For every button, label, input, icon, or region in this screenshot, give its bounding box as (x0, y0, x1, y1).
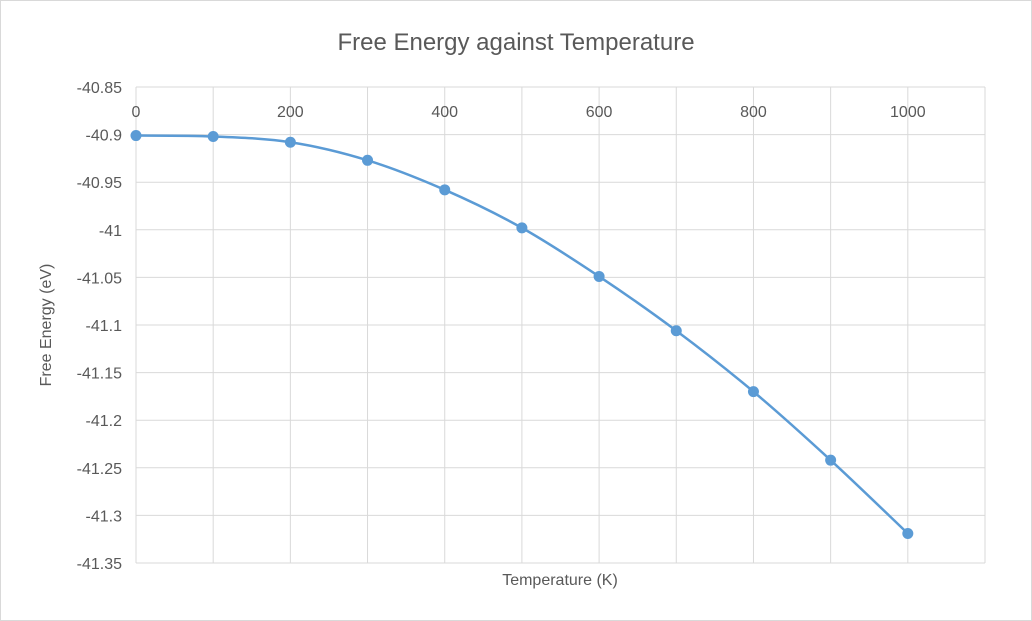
y-tick-label: -41.25 (77, 461, 122, 478)
data-point (747, 386, 759, 398)
y-tick-label: -41.1 (86, 318, 123, 335)
y-tick-labels: -40.85 -40.9 -40.95 -41 -41.05 -41.1 -41.15 -41… (77, 80, 122, 573)
data-point (825, 454, 837, 466)
y-tick-label: -41.05 (77, 270, 122, 287)
data-point (207, 131, 219, 143)
data-points (130, 130, 914, 539)
y-tick-label: -41 (99, 223, 122, 240)
x-tick-label: 400 (431, 104, 458, 121)
y-tick-label: -40.85 (77, 80, 122, 97)
y-tick-label: -41.2 (86, 413, 123, 430)
data-point (902, 527, 914, 539)
series-line (135, 134, 909, 535)
y-tick-label: -41.3 (86, 508, 123, 525)
chart-title: Free Energy against Temperature (337, 29, 694, 56)
y-tick-label: -40.9 (86, 128, 123, 145)
data-point (362, 154, 374, 166)
y-tick-label: -41.35 (77, 556, 122, 573)
y-axis-label: Free Energy (eV) (38, 264, 55, 387)
x-tick-label: 200 (277, 104, 304, 121)
data-point (439, 184, 451, 196)
x-tick-label: 0 (132, 104, 141, 121)
data-point (130, 130, 142, 142)
data-point (284, 136, 296, 148)
x-tick-label: 600 (586, 104, 613, 121)
x-tick-label: 800 (740, 104, 767, 121)
data-point (593, 270, 605, 282)
y-tick-label: -41.15 (77, 366, 122, 383)
y-tick-label: -40.95 (77, 175, 122, 192)
data-point (670, 325, 682, 337)
x-tick-label: 1000 (890, 104, 926, 121)
data-point (516, 222, 528, 234)
x-axis-label: Temperature (K) (502, 572, 618, 589)
gridlines (135, 86, 986, 564)
x-tick-labels: 0 200 400 600 800 1000 (132, 104, 926, 121)
